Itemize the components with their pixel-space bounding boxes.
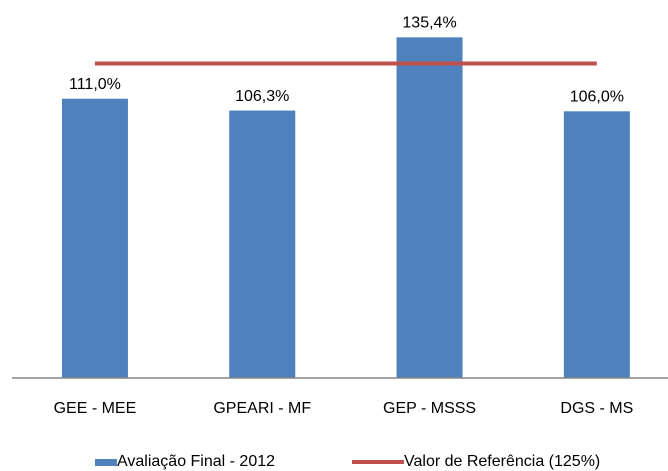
- x-tick-label: GEP - MSSS: [383, 400, 476, 417]
- data-label: 106,3%: [235, 88, 289, 105]
- x-tick-label: DGS - MS: [560, 400, 633, 417]
- legend-label: Avaliação Final - 2012: [117, 453, 275, 470]
- bar: [396, 37, 463, 379]
- data-label: 106,0%: [570, 89, 624, 106]
- x-tick-label: GPEARI - MF: [213, 400, 311, 417]
- bar: [61, 98, 128, 378]
- data-label: 111,0%: [69, 76, 121, 93]
- bar: [229, 110, 296, 379]
- x-tick-label: GEE - MEE: [54, 400, 137, 417]
- legend-label: Valor de Referência (125%): [404, 453, 600, 470]
- bar: [563, 111, 630, 378]
- legend-swatch: [95, 459, 117, 466]
- data-label: 135,4%: [402, 15, 456, 32]
